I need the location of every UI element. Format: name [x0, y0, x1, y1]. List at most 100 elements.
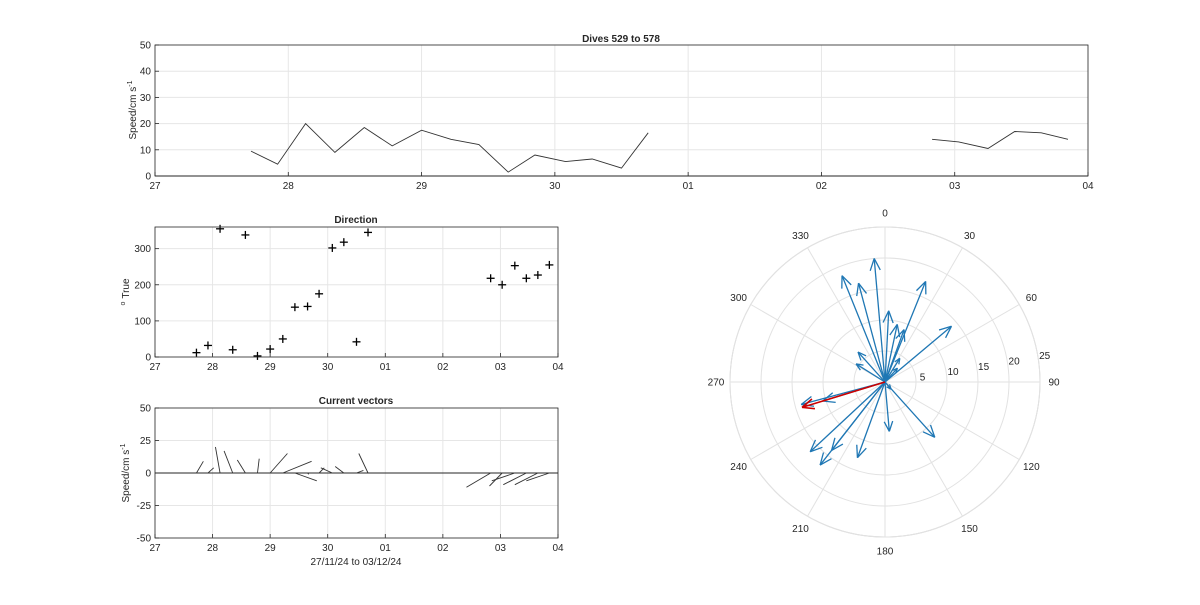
- compass-arrow-head: [873, 258, 881, 271]
- compass-arrow: [809, 381, 886, 453]
- compass-radius-label: 5: [920, 373, 926, 384]
- compass-arrow-head: [888, 420, 894, 432]
- compass-arrow-head: [888, 384, 892, 390]
- direction-point: [533, 271, 542, 280]
- vectors-xtick-label: 03: [495, 543, 507, 554]
- speed-xtick-label: 27: [149, 181, 161, 192]
- vector-stick: [223, 450, 234, 474]
- compass-arrow-head: [856, 444, 859, 458]
- direction-point: [192, 348, 201, 357]
- direction-xtick-label: 30: [322, 362, 334, 373]
- compass-arrow-shaft: [809, 381, 886, 453]
- speed-title: Dives 529 to 578: [582, 34, 660, 45]
- compass-arrow-head: [809, 446, 823, 453]
- direction-ytick-label: 200: [134, 280, 151, 291]
- vectors-xtick-label: 01: [380, 543, 392, 554]
- compass-arrow-shaft: [884, 381, 936, 438]
- direction-point: [486, 274, 495, 283]
- direction-point: [328, 243, 337, 252]
- compass-arrow: [884, 280, 927, 383]
- direction-xtick-label: 03: [495, 362, 507, 373]
- direction-point: [545, 260, 554, 269]
- vector-stick: [358, 453, 369, 474]
- compass-arrow-head: [819, 452, 825, 466]
- vectors-ylabel: Speed/cm s-1: [120, 443, 132, 502]
- direction-panel: 27 28 29 30 01 02 03 04 0 100 200 300 Direction o Tr…: [120, 215, 564, 373]
- speed-ylabel: Speed/cm s-1: [127, 80, 139, 139]
- compass-arrow-head: [888, 310, 894, 324]
- compass-spoke: [750, 381, 886, 460]
- compass-radius-label: 20: [1009, 356, 1021, 367]
- direction-xtick-label: 28: [207, 362, 219, 373]
- compass-angle-label: 210: [792, 524, 809, 535]
- compass-spoke: [884, 304, 1020, 383]
- compass-spoke: [807, 247, 886, 383]
- compass-angle-label: 240: [730, 462, 747, 473]
- direction-ylabel-sup: o: [120, 302, 127, 306]
- compass-arrow-head: [856, 447, 867, 459]
- direction-xtick-label: 27: [149, 362, 161, 373]
- compass-arrow-shaft: [884, 367, 898, 383]
- direction-point: [364, 228, 373, 237]
- speed-xtick-label: 28: [283, 181, 295, 192]
- compass-angle-label: 0: [882, 209, 888, 220]
- compass-arrow-head: [889, 324, 898, 336]
- compass-arrow-head: [856, 283, 860, 297]
- speed-ytick-label: 20: [140, 119, 152, 130]
- compass-arrow-head: [895, 329, 905, 339]
- compass-mean-arrow-head: [801, 406, 816, 410]
- compass-arrow-shaft: [884, 381, 890, 432]
- vectors-xtick-label: 30: [322, 543, 334, 554]
- vectors-sticks: [155, 446, 558, 488]
- compass-spoke: [884, 381, 1020, 460]
- vector-stick: [526, 472, 550, 482]
- vectors-axes-box: [154, 407, 559, 539]
- direction-point: [315, 289, 324, 298]
- vector-stick: [294, 472, 317, 482]
- direction-xtick-label: 04: [552, 362, 564, 373]
- compass-radius-label: 25: [1039, 351, 1051, 362]
- direction-tick-labels: 27 28 29 30 01 02 03 04 0 100 200 300: [134, 244, 564, 373]
- vector-stick: [356, 469, 364, 474]
- compass-arrows: [800, 258, 953, 466]
- speed-ylabel-sup: -1: [127, 80, 134, 86]
- compass-angle-label: 330: [792, 231, 809, 242]
- compass-mean-arrow: [801, 381, 886, 410]
- compass-arrow: [869, 258, 886, 383]
- direction-ylabel: o True: [120, 278, 132, 306]
- vectors-panel: 27 28 29 30 01 02 03 04 50 25 0 -25 -50 Current vect…: [120, 396, 564, 568]
- compass-angle-label: 150: [961, 524, 978, 535]
- vectors-ytick-label: -50: [137, 534, 152, 545]
- compass-mean-arrow-shaft: [801, 381, 886, 409]
- vectors-xtick-label: 29: [265, 543, 277, 554]
- compass-arrow-shaft: [856, 381, 886, 458]
- compass-arrow-head: [916, 280, 927, 292]
- speed-series-line: [250, 122, 649, 173]
- compass-arrow: [884, 381, 892, 390]
- compass-arrow-head: [841, 275, 852, 286]
- vector-stick: [257, 458, 260, 474]
- vector-stick: [236, 459, 246, 474]
- compass-arrow-head: [944, 325, 953, 339]
- direction-point: [241, 230, 250, 239]
- vectors-xlabel: 27/11/24 to 03/12/24: [310, 557, 401, 568]
- compass-spoke: [807, 381, 886, 517]
- vectors-ytick-label: 0: [145, 469, 151, 480]
- compass-arrow-head: [883, 421, 890, 432]
- speed-ylabel-group: Speed/cm s-1: [127, 80, 139, 139]
- vectors-ytick-label: -25: [137, 501, 152, 512]
- vectors-ylabel-text: Speed/cm s: [121, 450, 132, 503]
- speed-tick-labels: 27 28 29 30 01 02 03 04 0 10 20 30 40 50: [140, 41, 1094, 193]
- direction-point: [278, 334, 287, 343]
- compass-spoke: [884, 381, 963, 517]
- compass-arrow-head: [831, 443, 844, 451]
- compass-angle-label: 90: [1048, 378, 1060, 389]
- direction-ylabel-text: True: [121, 278, 132, 299]
- compass-arrow: [857, 351, 886, 383]
- compass-arrow-head: [894, 357, 901, 363]
- compass-arrow-shaft: [884, 357, 901, 383]
- direction-point: [266, 345, 275, 354]
- compass-radius-label: 15: [978, 362, 990, 373]
- direction-xtick-label: 29: [265, 362, 277, 373]
- direction-xtick-label: 02: [437, 362, 449, 373]
